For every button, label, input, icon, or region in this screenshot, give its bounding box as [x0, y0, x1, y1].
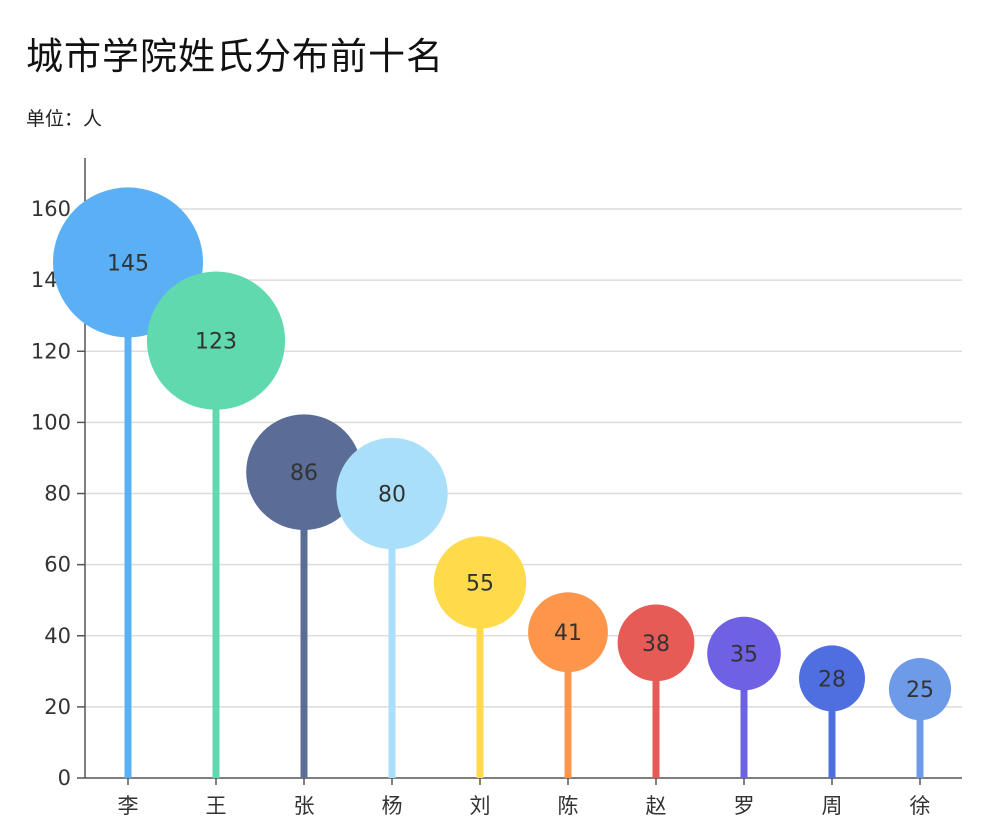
lollipop-bubble — [888, 658, 952, 721]
y-tick-label: 80 — [44, 482, 71, 506]
data-value-label: 86 — [290, 461, 318, 486]
y-tick-label: 120 — [31, 339, 71, 363]
y-tick-label: 20 — [44, 695, 71, 719]
data-value-label: 123 — [195, 330, 237, 355]
data-value-label: 25 — [906, 678, 934, 703]
y-tick-label: 100 — [31, 410, 71, 434]
lollipop-bubble — [336, 437, 448, 550]
x-tick-label: 张 — [294, 794, 315, 818]
x-tick-label: 王 — [206, 794, 227, 818]
x-tick-label: 周 — [822, 794, 843, 818]
lollipop-bubble — [799, 645, 865, 712]
y-tick-label: 60 — [44, 553, 71, 577]
axes: 020406080100120140160李王张杨刘陈赵罗周徐 — [31, 158, 962, 818]
data-value-label: 80 — [378, 483, 406, 508]
lollipop-marks: 145 123 86 80 55 41 38 35 28 25 — [53, 187, 952, 778]
y-tick-label: 0 — [58, 766, 71, 790]
lollipop-bubble — [707, 616, 781, 691]
x-tick-label: 刘 — [470, 794, 491, 818]
data-value-label: 28 — [818, 667, 846, 692]
y-tick-label: 160 — [31, 197, 71, 221]
lollipop-bubble — [528, 592, 608, 673]
data-value-label: 55 — [466, 571, 494, 596]
lollipop-bubble — [617, 604, 695, 682]
chart-unit-label: 单位：人 — [26, 108, 103, 130]
data-value-label: 41 — [554, 621, 582, 646]
y-tick-label: 40 — [44, 624, 71, 648]
x-tick-label: 赵 — [646, 794, 667, 818]
x-tick-label: 杨 — [382, 794, 403, 818]
lollipop-bubble — [146, 271, 286, 410]
chart-title: 城市学院姓氏分布前十名 — [26, 35, 444, 78]
x-tick-label: 陈 — [558, 794, 579, 818]
x-tick-label: 李 — [118, 794, 139, 818]
x-tick-label: 罗 — [734, 794, 755, 818]
data-value-label: 35 — [730, 643, 758, 668]
lollipop-bubble — [433, 536, 527, 629]
data-value-label: 145 — [107, 251, 149, 276]
lollipop-bubble — [246, 414, 362, 530]
x-tick-label: 徐 — [910, 794, 931, 818]
data-value-label: 38 — [642, 632, 670, 657]
